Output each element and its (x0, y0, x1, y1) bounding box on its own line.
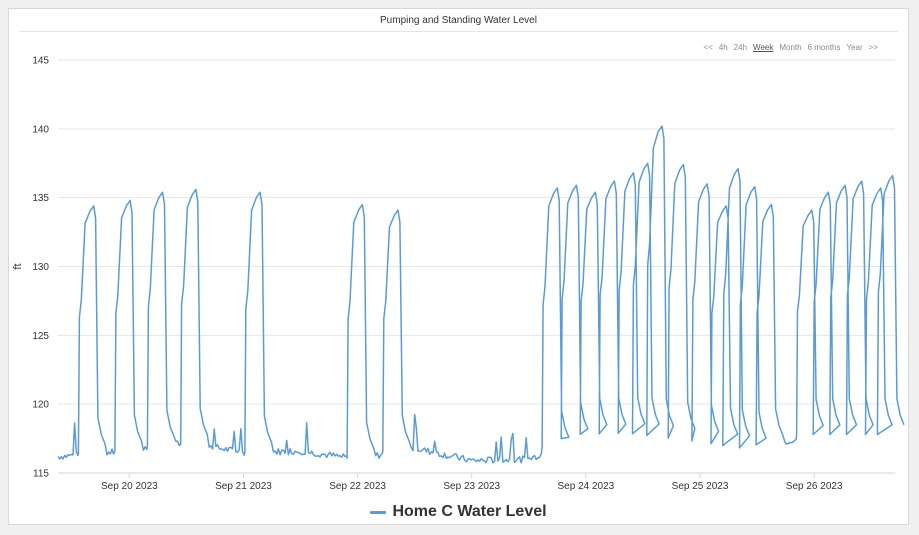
range-navigation: << 4h 24h Week Month 6 months Year >> (703, 43, 878, 52)
range-next-button[interactable]: >> (868, 43, 878, 52)
legend-series-label: Home C Water Level (392, 503, 547, 520)
x-tick-label: Sep 22 2023 (329, 481, 386, 492)
series-line-home-c-water-level[interactable] (57, 125, 905, 464)
range-24h-button[interactable]: 24h (733, 43, 748, 52)
x-tick-label: Sep 23 2023 (443, 481, 500, 492)
x-tick-label: Sep 24 2023 (558, 481, 615, 492)
x-tick-label: Sep 20 2023 (101, 481, 158, 492)
range-prev-button[interactable]: << (703, 43, 713, 52)
chart-title: Pumping and Standing Water Level (380, 15, 537, 26)
y-tick-label: 135 (32, 193, 49, 204)
series-layer (57, 125, 905, 464)
x-tick-label: Sep 25 2023 (672, 481, 729, 492)
y-tick-label: 125 (32, 331, 49, 342)
y-tick-label: 120 (32, 400, 49, 411)
title-divider (19, 31, 898, 32)
y-axis-title: ft (12, 263, 24, 269)
legend-swatch (370, 510, 387, 514)
y-tick-label: 145 (32, 56, 49, 67)
range-6-months-button[interactable]: 6 months (807, 43, 841, 52)
chart-legend[interactable]: Home C Water Level (9, 503, 908, 521)
range-month-button[interactable]: Month (779, 43, 802, 52)
range-4h-button[interactable]: 4h (718, 43, 728, 52)
axes: 115 120 125 130 135 140 145 Sep 20 2023 Sep 21 2… (12, 56, 895, 492)
y-tick-label: 140 (32, 124, 49, 135)
y-tick-label: 130 (32, 262, 49, 273)
range-week-button[interactable]: Week (753, 43, 774, 52)
range-year-button[interactable]: Year (846, 43, 863, 52)
x-tick-label: Sep 21 2023 (215, 481, 272, 492)
y-tick-label: 115 (33, 469, 49, 480)
grid-lines (58, 59, 895, 405)
x-tick-label: Sep 26 2023 (786, 481, 843, 492)
